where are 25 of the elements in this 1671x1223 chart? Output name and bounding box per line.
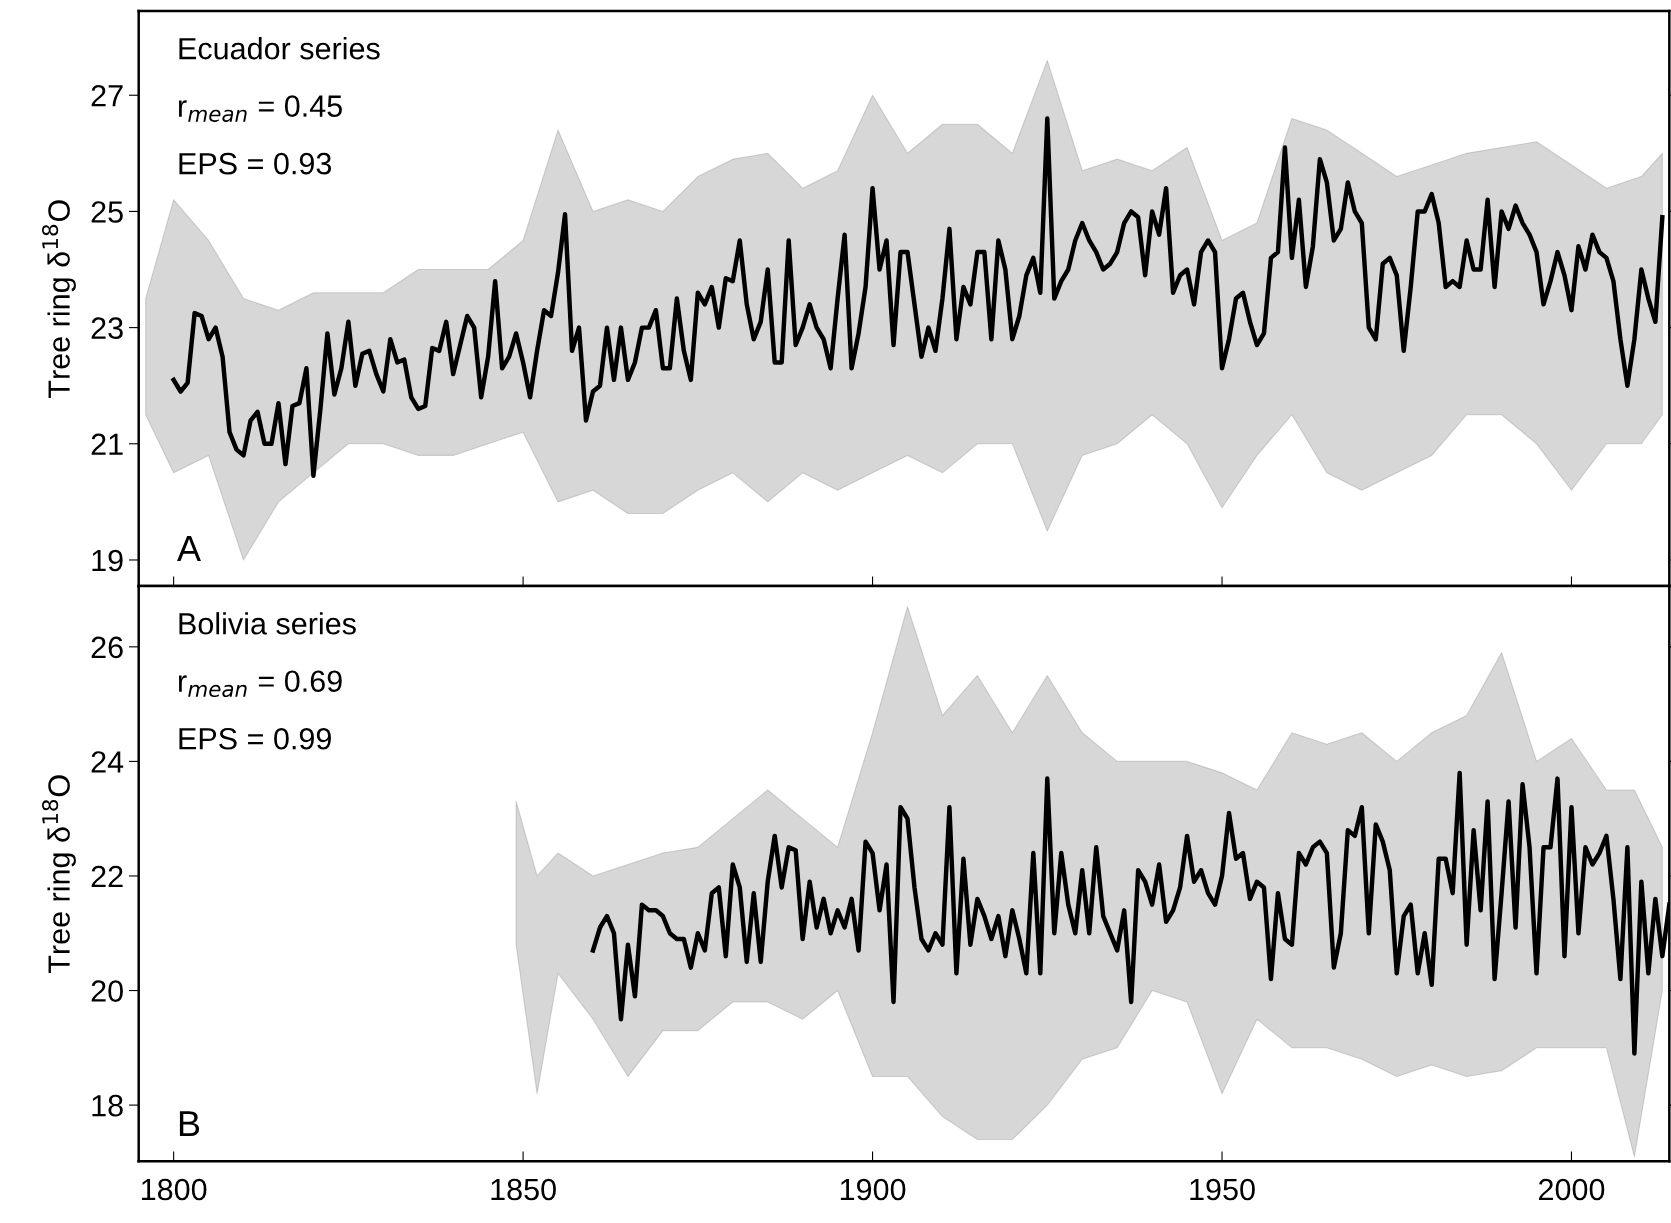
annotation: EPS = 0.93: [179, 152, 332, 175]
annotation: EPS = 0.99: [179, 727, 331, 750]
y-tick-label: 26: [91, 636, 123, 659]
y-axis-title: Tree ring δ$^{18}$O: [42, 775, 76, 974]
x-tick-label: 1800: [141, 1178, 207, 1201]
text: Ecuador series: [179, 37, 380, 60]
annotation: A: [177, 536, 201, 561]
y-tick-label: 27: [91, 84, 123, 107]
y-tick-label: 20: [91, 980, 123, 1002]
y-axis-title: Tree ring δ$^{18}$O: [42, 200, 76, 398]
x-tick-label: 1900: [840, 1178, 906, 1201]
annotation: r$_{mean}$ = 0.69: [178, 670, 342, 698]
y-tick-label: 23: [91, 317, 123, 339]
x-tick-label: 1950: [1190, 1178, 1255, 1201]
y-tick-label: 24: [91, 751, 124, 773]
y-tick-label: 21: [91, 433, 123, 455]
y-tick-label: 19: [92, 549, 123, 572]
y-tick-label: 22: [91, 865, 123, 888]
x-tick-label: 2000: [1539, 1178, 1605, 1201]
y-tick-label: 18: [92, 1094, 123, 1117]
x-tick-label: 1850: [491, 1178, 556, 1201]
text: Bolivia series: [179, 612, 356, 635]
annotation: B: [179, 1111, 200, 1137]
y-tick-label: 25: [91, 201, 123, 223]
annotation: r$_{mean}$ = 0.45: [178, 95, 342, 122]
